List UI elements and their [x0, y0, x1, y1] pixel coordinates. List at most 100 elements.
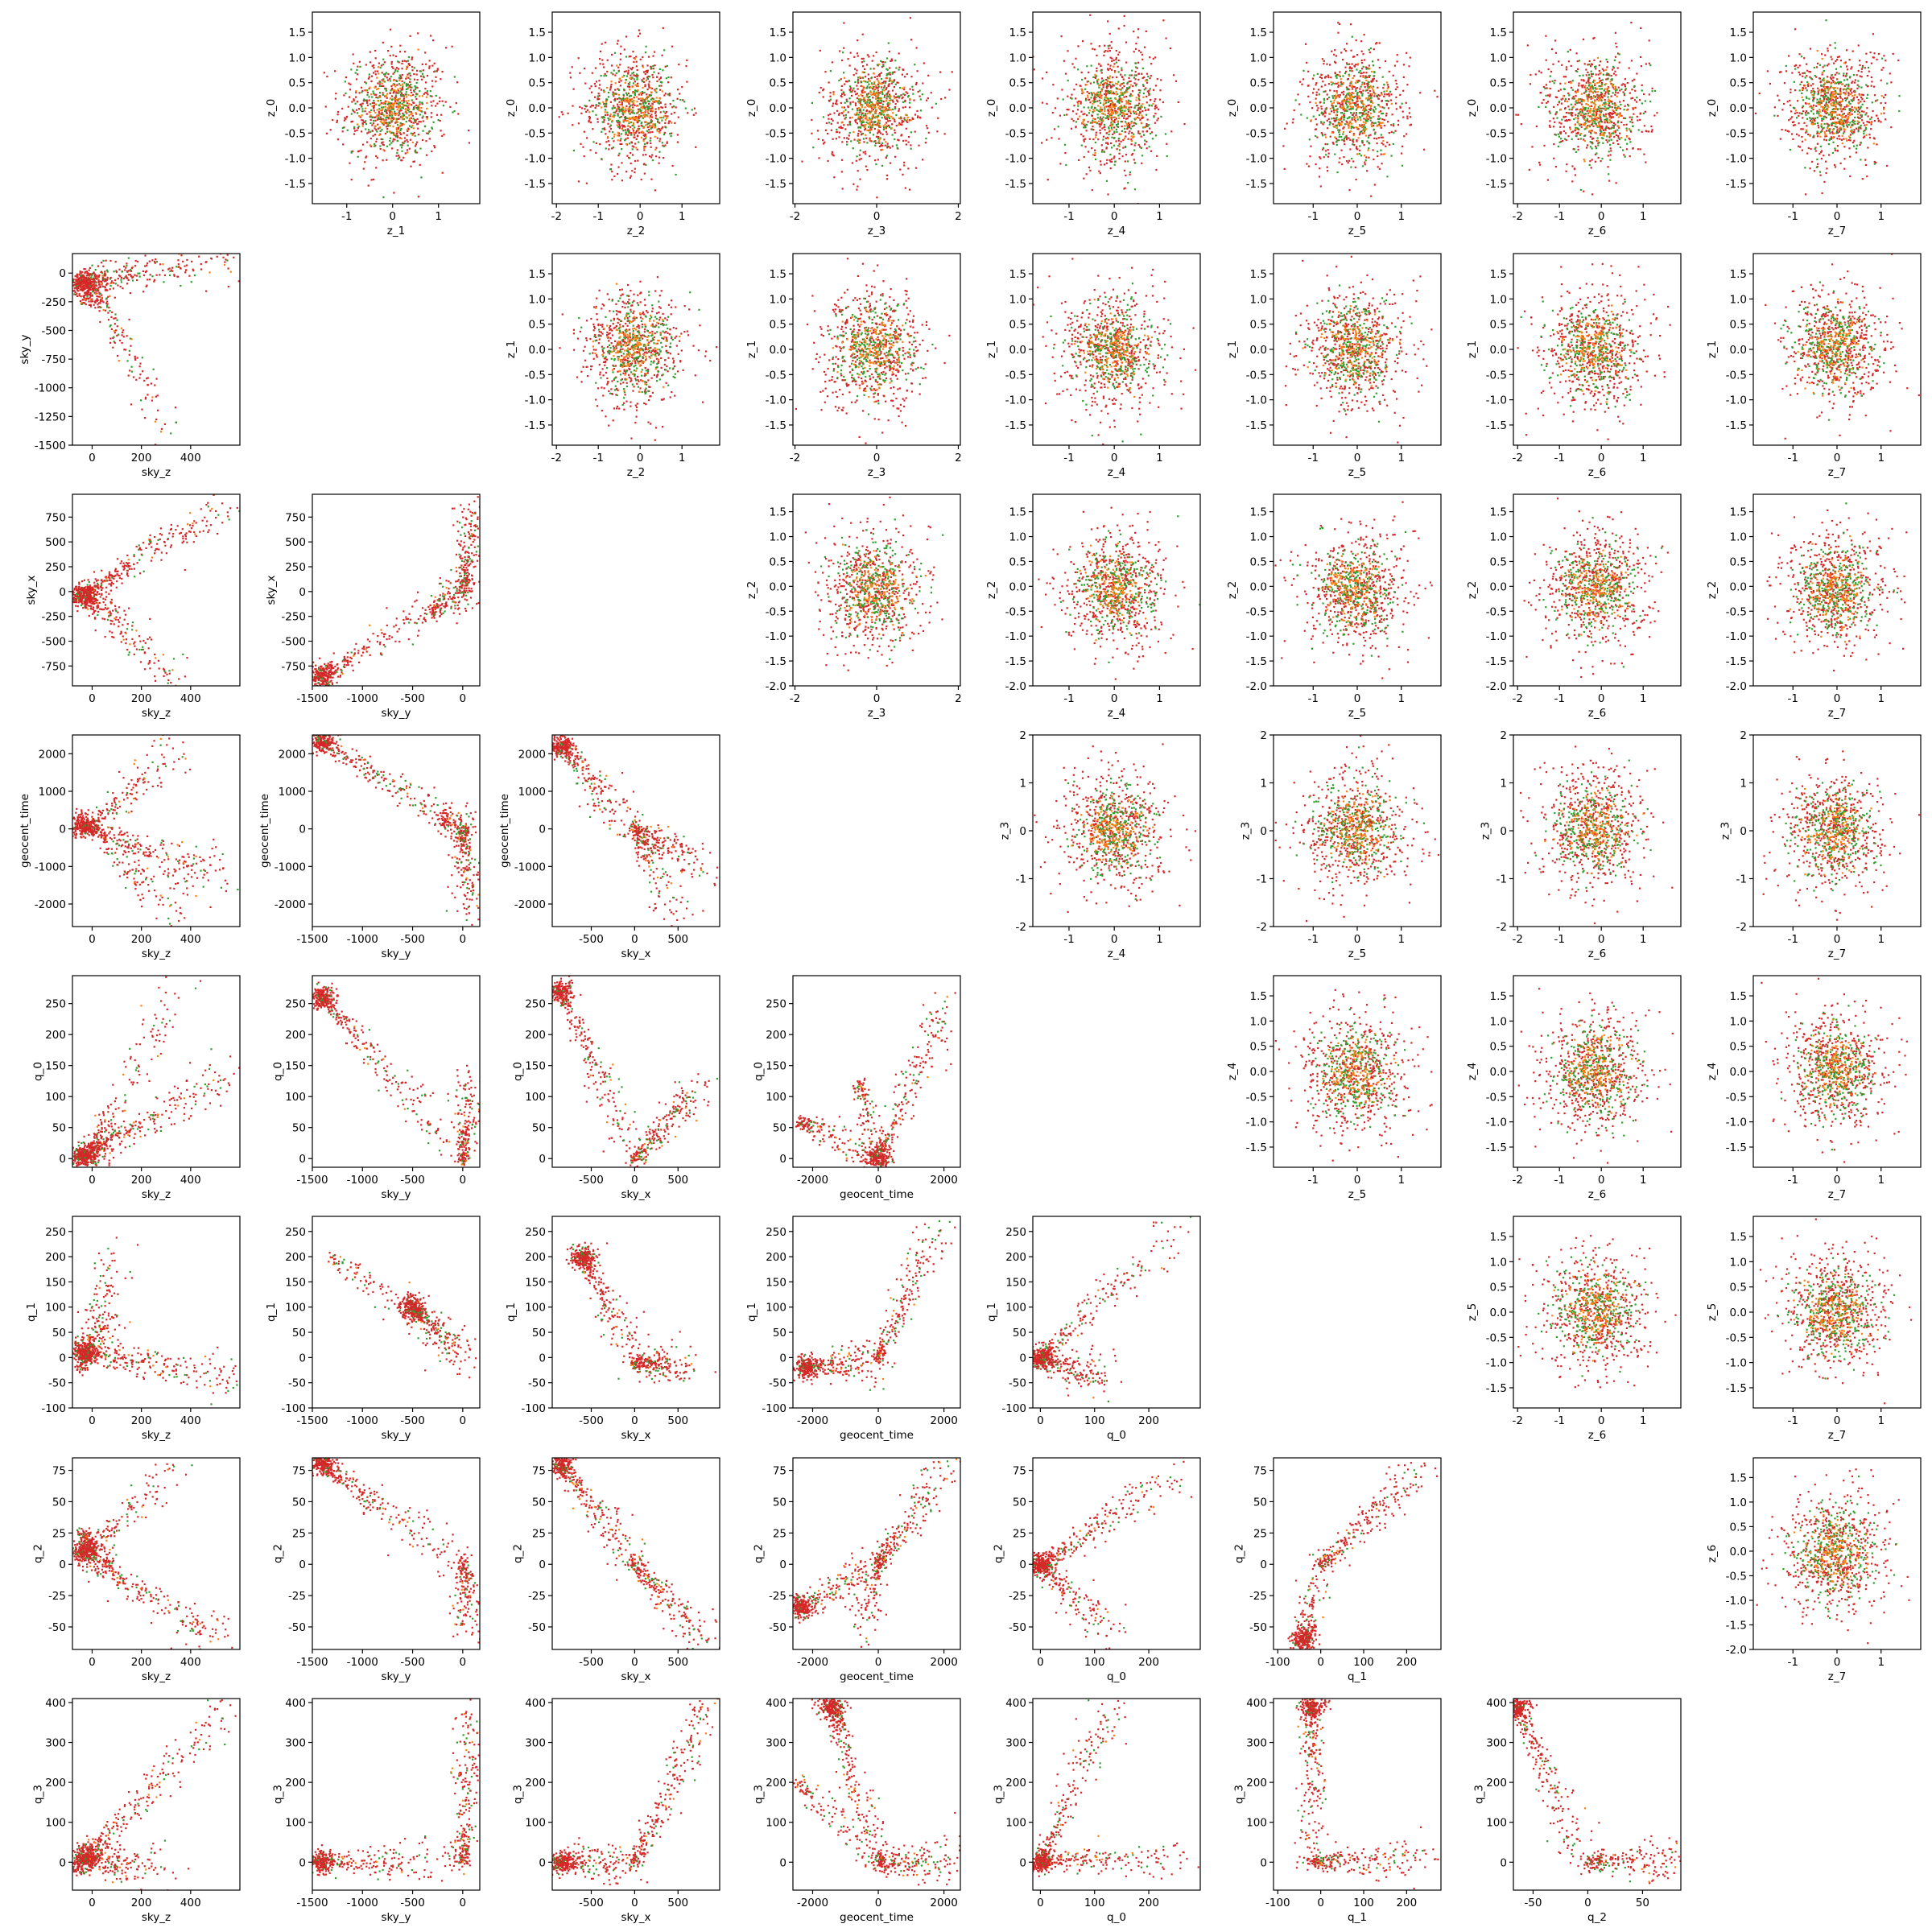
scatter-point-red	[666, 142, 668, 144]
scatter-point-orange	[397, 105, 399, 108]
scatter-point-red	[908, 119, 910, 122]
scatter-point-orange	[394, 85, 397, 88]
scatter-point-green	[1085, 123, 1088, 126]
scatter-point-red	[899, 123, 902, 126]
scatter-point-red	[1393, 125, 1395, 127]
scatter-point-red	[840, 126, 842, 129]
scatter-point-red	[857, 39, 859, 42]
scatter-point-red	[376, 156, 378, 159]
scatter-point-red	[336, 114, 339, 116]
scatter-point-red	[392, 67, 394, 69]
scatter-point-orange	[417, 48, 419, 51]
scatter-point-red	[855, 118, 857, 121]
scatter-point-orange	[633, 101, 635, 105]
scatter-point-orange	[1372, 101, 1374, 105]
scatter-point-red	[1098, 45, 1100, 47]
scatter-point-green	[1335, 105, 1337, 107]
scatter-point-red	[1084, 77, 1087, 80]
scatter-point-red	[827, 132, 829, 135]
scatter-point-orange	[389, 104, 391, 106]
scatter-point-green	[643, 105, 646, 107]
scatter-point-red	[1365, 105, 1368, 108]
scatter-point-red	[401, 122, 403, 126]
scatter-point-red	[610, 163, 613, 166]
scatter-point-red	[880, 149, 882, 151]
scatter-point-red	[1100, 122, 1103, 124]
scatter-point-orange	[1360, 84, 1364, 86]
scatter-point-red	[1112, 93, 1115, 95]
scatter-point-green	[365, 128, 367, 130]
scatter-point-green	[870, 82, 873, 85]
scatter-point-green	[1339, 119, 1341, 122]
scatter-point-green	[1139, 133, 1141, 135]
scatter-point-red	[900, 94, 902, 97]
scatter-point-orange	[1364, 106, 1367, 109]
scatter-point-red	[636, 85, 638, 88]
scatter-point-red	[367, 77, 369, 80]
scatter-point-green	[1138, 92, 1141, 94]
scatter-point-red	[1338, 23, 1341, 25]
scatter-point-red	[649, 131, 651, 134]
scatter-point-red	[1373, 184, 1376, 186]
scatter-point-red	[1327, 149, 1329, 151]
scatter-point-green	[1335, 124, 1339, 126]
scatter-point-red	[1396, 86, 1398, 89]
scatter-point-green	[1367, 99, 1369, 101]
scatter-point-red	[412, 93, 415, 96]
scatter-point-red	[1129, 80, 1132, 83]
scatter-point-red	[621, 162, 623, 164]
scatter-point-green	[652, 97, 654, 100]
scatter-point-green	[877, 115, 880, 118]
scatter-point-red	[1547, 68, 1550, 71]
scatter-point-red	[407, 63, 410, 65]
scatter-point-red	[1091, 114, 1093, 117]
scatter-point-green	[390, 89, 392, 92]
scatter-point-green	[1335, 75, 1337, 77]
scatter-point-red	[630, 67, 632, 70]
scatter-point-green	[618, 120, 621, 122]
scatter-point-orange	[1109, 106, 1112, 109]
scatter-point-green	[389, 137, 391, 139]
scatter-point-red	[1075, 113, 1078, 115]
scatter-point-red	[658, 122, 661, 124]
scatter-point-red	[1135, 47, 1137, 50]
scatter-point-orange	[1111, 103, 1113, 105]
scatter-point-orange	[411, 112, 413, 114]
scatter-point-red	[388, 109, 390, 112]
scatter-point-red	[647, 112, 650, 115]
scatter-point-red	[379, 116, 382, 118]
scatter-point-red	[381, 142, 383, 144]
scatter-point-orange	[1348, 125, 1350, 127]
scatter-point-red	[659, 138, 662, 140]
scatter-point-red	[440, 130, 442, 132]
scatter-point-red	[399, 51, 402, 53]
scatter-point-green	[1104, 117, 1107, 119]
scatter-point-green	[1361, 81, 1364, 84]
scatter-point-red	[1609, 101, 1612, 103]
scatter-point-red	[409, 138, 412, 141]
scatter-point-green	[398, 92, 400, 94]
scatter-point-red	[642, 64, 644, 67]
scatter-point-green	[1146, 114, 1148, 116]
scatter-point-green	[377, 97, 379, 99]
scatter-point-red	[1367, 118, 1369, 121]
scatter-point-green	[1117, 138, 1120, 140]
y-axis-label: z_0	[505, 99, 518, 117]
scatter-point-green	[848, 97, 851, 100]
scatter-point-orange	[663, 115, 666, 118]
scatter-point-red	[366, 132, 369, 134]
scatter-point-red	[360, 149, 362, 151]
scatter-point-red	[1632, 107, 1634, 109]
scatter-point-red	[1542, 85, 1545, 89]
scatter-point-red	[1107, 20, 1109, 23]
scatter-point-red	[630, 111, 633, 114]
scatter-point-orange	[1125, 100, 1128, 102]
scatter-point-orange	[869, 112, 871, 114]
scatter-point-red	[1079, 85, 1081, 87]
scatter-point-green	[384, 72, 386, 76]
scatter-point-red	[1314, 128, 1316, 130]
scatter-point-green	[1109, 97, 1112, 100]
scatter-point-green	[365, 123, 368, 126]
scatter-point-red	[1071, 93, 1073, 96]
scatter-point-orange	[394, 102, 396, 105]
